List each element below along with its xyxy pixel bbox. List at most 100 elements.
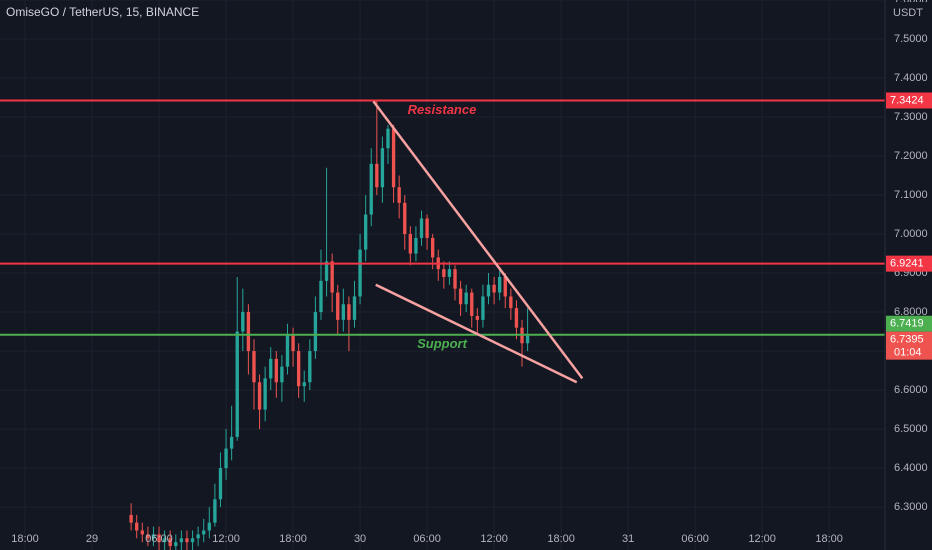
candle-body (336, 292, 340, 320)
candle-body (386, 128, 390, 149)
candle-body (419, 218, 424, 238)
x-tick-label: 12:00 (480, 533, 508, 545)
candle-body (403, 202, 407, 235)
candle-body (252, 351, 256, 383)
candle-body (174, 542, 178, 547)
candle-body (280, 366, 284, 383)
candle-body (498, 276, 502, 293)
candles (129, 101, 530, 550)
candle-body (453, 269, 457, 289)
candle-body (464, 292, 468, 305)
y-tick-label: 6.6000 (894, 384, 928, 396)
candle-body (492, 284, 496, 293)
y-tick-label: 6.3000 (894, 501, 928, 513)
price-axis (885, 0, 932, 550)
y-tick-label: 7.2000 (894, 150, 928, 162)
candle-body (235, 331, 239, 437)
annotation: Resistance (408, 102, 477, 117)
y-tick-label: 7.3000 (894, 111, 928, 123)
candle-body (375, 163, 379, 188)
candle-body (140, 530, 144, 535)
candle-body (447, 269, 452, 277)
candle-body (408, 234, 413, 254)
drawings: Resistance Support (0, 99, 885, 384)
candle-body (168, 538, 172, 547)
x-tick-label: 06:00 (681, 533, 709, 545)
candle-body (246, 312, 251, 352)
price-tag-label: 6.7419 (890, 318, 924, 330)
price-tag (886, 92, 932, 109)
y-tick-label: 7.1000 (894, 189, 928, 201)
candle-body (213, 499, 217, 523)
candle-body (135, 522, 139, 531)
candle-body (302, 382, 306, 387)
price-tag-label: 6.9241 (890, 258, 924, 270)
y-tick-label: 6.8000 (894, 306, 928, 318)
candle-body (397, 187, 401, 203)
candle-body (202, 530, 206, 535)
candle-body (330, 261, 334, 293)
y-tick-label: 7.5000 (894, 33, 928, 45)
candle-body (514, 308, 519, 328)
candle-body (442, 269, 446, 277)
axis-labels: 6.30006.40006.50006.60006.70006.80006.90… (11, 0, 932, 545)
candle-body (157, 534, 161, 543)
candle-body (291, 335, 295, 352)
price-tag-label: 7.3424 (890, 94, 924, 106)
chart-title: OmiseGO / TetherUS, 15, BINANCE (6, 5, 199, 19)
candle-body (475, 315, 480, 320)
candle-body (358, 249, 362, 297)
x-tick-label: 18:00 (547, 533, 575, 545)
candle-body (525, 335, 530, 344)
candle-body (352, 296, 357, 320)
candle-body (224, 448, 228, 469)
x-tick-label: 06:00 (145, 533, 173, 545)
last-price-label: 6.7395 (890, 334, 924, 346)
candle-body (162, 538, 167, 543)
price-tag (886, 255, 932, 272)
candle-body (341, 304, 345, 320)
candle-body (241, 312, 245, 332)
candle-body (470, 292, 474, 316)
x-tick-label: 06:00 (413, 533, 441, 545)
y-tick-label: 7.4000 (894, 72, 928, 84)
candle-body (263, 378, 267, 410)
y-tick-label: 6.5000 (894, 423, 928, 435)
candle-body (196, 534, 200, 539)
grid (0, 0, 885, 550)
trend-line (372, 100, 584, 380)
candle-body (503, 276, 507, 297)
candle-body (151, 534, 156, 539)
currency: USDT (893, 7, 923, 19)
candle-body (190, 538, 195, 543)
candle-body (185, 538, 189, 543)
candle-body (347, 304, 351, 320)
candle-body (218, 468, 223, 500)
candle-body (430, 237, 435, 258)
candle-body (369, 163, 373, 215)
candle-body (319, 280, 323, 313)
candle-body (257, 382, 262, 410)
x-tick-label: 30 (354, 533, 366, 545)
candle-body (380, 148, 385, 188)
candle-body (274, 358, 278, 383)
x-tick-label: 18:00 (815, 533, 843, 545)
trend-line (375, 283, 578, 384)
candle-body (146, 534, 150, 539)
candle-body (129, 514, 133, 523)
countdown: 01:04 (894, 347, 922, 359)
candle-body (425, 218, 429, 238)
candle-body (179, 538, 184, 543)
currency-box (890, 2, 926, 20)
candle-body (313, 312, 318, 352)
candle-body (269, 358, 273, 379)
candle-body (229, 436, 234, 449)
candle-body (486, 284, 491, 297)
x-tick-label: 12:00 (212, 533, 240, 545)
y-tick-label: 7.0000 (894, 228, 928, 240)
x-tick-label: 18:00 (279, 533, 307, 545)
candle-body (308, 351, 312, 383)
candle-body (481, 296, 485, 320)
